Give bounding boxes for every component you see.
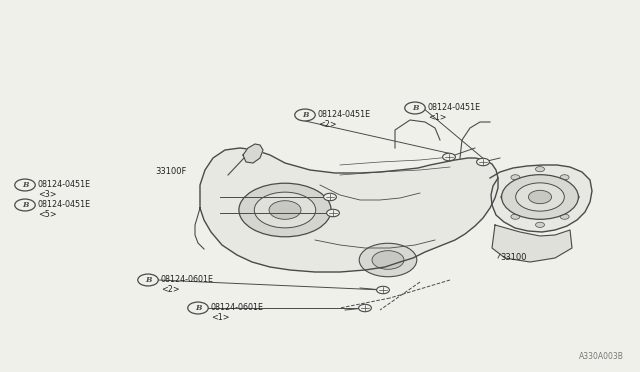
Text: 33100: 33100: [500, 253, 527, 263]
Text: 08124-0451E: 08124-0451E: [318, 110, 371, 119]
Text: B: B: [195, 304, 201, 312]
Text: B: B: [301, 111, 308, 119]
Circle shape: [358, 304, 371, 312]
Circle shape: [477, 158, 490, 166]
Polygon shape: [200, 148, 498, 272]
Circle shape: [15, 179, 35, 191]
Circle shape: [295, 109, 316, 121]
Circle shape: [239, 183, 331, 237]
Text: 08124-0601E: 08124-0601E: [161, 275, 214, 284]
Circle shape: [529, 190, 552, 204]
Text: 08124-0451E: 08124-0451E: [38, 200, 91, 209]
Text: B: B: [412, 104, 419, 112]
Text: 33100F: 33100F: [155, 167, 186, 176]
Text: <2>: <2>: [161, 285, 179, 294]
Circle shape: [376, 286, 389, 294]
Circle shape: [188, 302, 208, 314]
Text: 08124-0601E: 08124-0601E: [211, 303, 264, 312]
Circle shape: [254, 192, 316, 228]
Circle shape: [502, 175, 579, 219]
Circle shape: [511, 214, 520, 219]
Circle shape: [536, 222, 545, 227]
Text: 08124-0451E: 08124-0451E: [428, 103, 481, 112]
Circle shape: [15, 199, 35, 211]
Text: <2>: <2>: [318, 120, 337, 129]
Text: B: B: [22, 181, 28, 189]
Circle shape: [324, 193, 337, 201]
Text: 08124-0451E: 08124-0451E: [38, 180, 91, 189]
Circle shape: [570, 195, 579, 200]
Circle shape: [516, 183, 564, 211]
Circle shape: [359, 243, 417, 277]
Circle shape: [560, 175, 569, 180]
Circle shape: [138, 274, 158, 286]
Text: A330A003B: A330A003B: [579, 352, 624, 361]
Text: <1>: <1>: [211, 313, 229, 322]
Text: <3>: <3>: [38, 190, 56, 199]
Polygon shape: [243, 144, 263, 163]
Circle shape: [372, 251, 404, 269]
Circle shape: [560, 214, 569, 219]
Circle shape: [536, 167, 545, 172]
Circle shape: [269, 201, 301, 219]
Text: B: B: [145, 276, 151, 284]
Text: B: B: [22, 201, 28, 209]
Polygon shape: [492, 225, 572, 262]
Text: <5>: <5>: [38, 210, 56, 219]
Circle shape: [511, 175, 520, 180]
Circle shape: [404, 102, 425, 114]
Circle shape: [443, 153, 456, 161]
Circle shape: [500, 195, 509, 200]
Polygon shape: [490, 165, 592, 232]
Text: <1>: <1>: [428, 113, 446, 122]
Circle shape: [326, 209, 339, 217]
